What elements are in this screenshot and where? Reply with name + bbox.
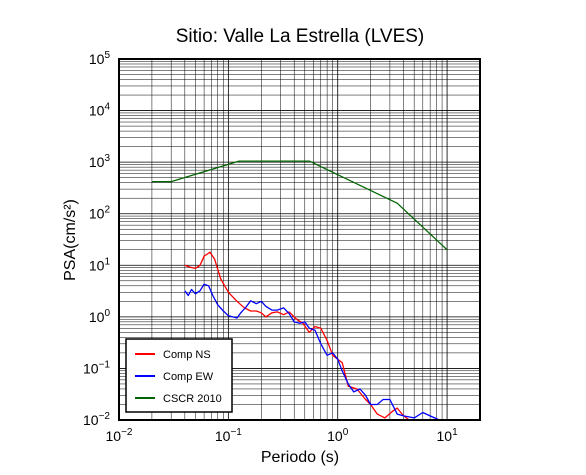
legend-entries: Comp NS Comp EW CSCR 2010 [135, 349, 222, 405]
y-tick-label: 10−1 [83, 359, 110, 376]
series-line-cscr-2010 [151, 160, 448, 251]
x-tick-label: 10−1 [215, 427, 242, 444]
y-tick-label: 101 [89, 256, 111, 273]
x-tick-label: 100 [327, 427, 349, 444]
legend-label: CSCR 2010 [163, 393, 222, 405]
y-tick-label: 105 [89, 50, 111, 67]
grid [118, 58, 481, 421]
x-tick-labels: 10−2 10−1 100 101 [106, 427, 459, 444]
series-line-comp-ew [184, 283, 440, 421]
y-tick-label: 10−2 [83, 411, 110, 428]
plot-frame [118, 58, 481, 421]
y-axis-label: PSA(cm/s²) [62, 199, 79, 281]
chart-title: Sitio: Valle La Estrella (LVES) [176, 26, 425, 47]
x-tick-label: 10−2 [106, 427, 133, 444]
x-tick-label: 101 [437, 427, 459, 444]
y-tick-label: 104 [89, 102, 111, 119]
y-tick-label: 102 [89, 205, 111, 222]
legend-label: Comp EW [163, 371, 214, 383]
series-lines [151, 160, 448, 421]
y-tick-label: 100 [89, 308, 111, 325]
x-axis-label: Periodo (s) [261, 449, 339, 466]
y-tick-label: 103 [89, 153, 111, 170]
y-tick-labels: 10−2 10−1 100 101 102 103 104 105 [83, 50, 110, 428]
legend-label: Comp NS [163, 349, 211, 361]
legend: Comp NS Comp EW CSCR 2010 [125, 338, 233, 413]
